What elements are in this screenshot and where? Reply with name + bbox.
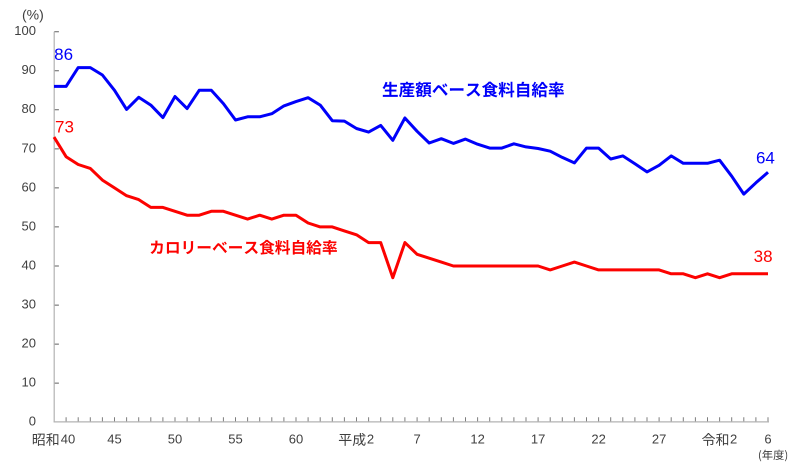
- svg-text:2: 2: [730, 432, 737, 447]
- svg-text:12: 12: [470, 432, 484, 447]
- svg-text:38: 38: [754, 247, 773, 266]
- svg-text:27: 27: [652, 432, 666, 447]
- svg-text:22: 22: [591, 432, 605, 447]
- svg-text:10: 10: [22, 375, 36, 390]
- svg-text:100: 100: [14, 23, 36, 38]
- svg-text:7: 7: [413, 432, 420, 447]
- svg-text:60: 60: [289, 432, 303, 447]
- svg-text:20: 20: [22, 336, 36, 351]
- svg-text:50: 50: [22, 218, 36, 233]
- svg-text:45: 45: [107, 432, 121, 447]
- svg-text:40: 40: [22, 257, 36, 272]
- svg-text:0: 0: [29, 414, 36, 429]
- svg-text:70: 70: [22, 140, 36, 155]
- svg-text:17: 17: [531, 432, 545, 447]
- svg-text:64: 64: [756, 148, 775, 167]
- svg-text:50: 50: [168, 432, 182, 447]
- svg-text:90: 90: [22, 62, 36, 77]
- svg-text:55: 55: [228, 432, 242, 447]
- svg-text:30: 30: [22, 296, 36, 311]
- svg-text:73: 73: [55, 117, 74, 136]
- svg-text:(%): (%): [22, 6, 44, 22]
- svg-text:80: 80: [22, 101, 36, 116]
- svg-text:2: 2: [367, 432, 374, 447]
- svg-text:86: 86: [54, 45, 73, 64]
- svg-text:40: 40: [61, 432, 75, 447]
- svg-text:60: 60: [22, 179, 36, 194]
- svg-text:6: 6: [764, 432, 771, 447]
